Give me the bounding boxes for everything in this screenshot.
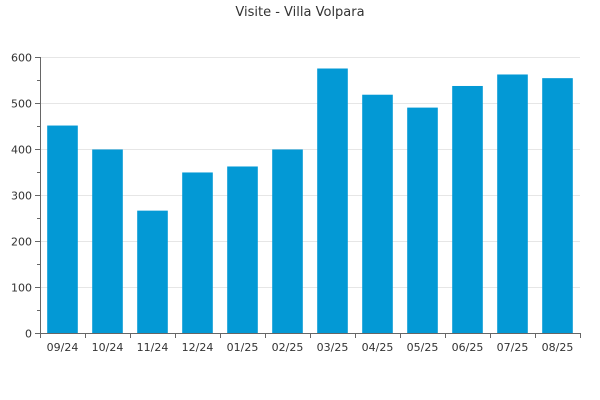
bar — [407, 107, 438, 333]
bar — [362, 94, 393, 333]
y-tick-label: 500 — [11, 98, 32, 111]
bar — [182, 172, 213, 333]
bar — [47, 125, 78, 333]
axes-layer — [35, 57, 581, 338]
bar — [137, 210, 168, 333]
bar — [497, 74, 528, 333]
x-tick-label: 08/25 — [542, 341, 574, 354]
x-tick-label: 05/25 — [407, 341, 439, 354]
x-tick-label: 01/25 — [227, 341, 259, 354]
grid-layer — [40, 57, 580, 288]
x-tick-label: 09/24 — [47, 341, 79, 354]
x-tick-label: 02/25 — [272, 341, 304, 354]
x-tick-label: 06/25 — [452, 341, 484, 354]
y-tick-label: 300 — [11, 190, 32, 203]
y-tick-label: 200 — [11, 236, 32, 249]
bar — [317, 68, 348, 333]
bars-layer — [47, 68, 573, 333]
y-tick-label: 400 — [11, 144, 32, 157]
labels-layer: 0 100 200 300 400 500 600 09/24 10/24 11/24 12/24 0… — [11, 52, 573, 355]
bar — [452, 85, 483, 333]
x-tick-label: 03/25 — [317, 341, 349, 354]
x-tick-label: 07/25 — [497, 341, 529, 354]
x-tick-label: 10/24 — [92, 341, 124, 354]
y-tick-label: 0 — [25, 328, 32, 341]
x-tick-label: 04/25 — [362, 341, 394, 354]
chart-title: Visite - Villa Volpara — [235, 5, 364, 20]
y-tick-label: 100 — [11, 282, 32, 295]
x-tick-label: 12/24 — [182, 341, 214, 354]
x-tick-label: 11/24 — [137, 341, 169, 354]
bar — [92, 149, 123, 333]
y-tick-label: 600 — [11, 52, 32, 65]
bar — [227, 166, 258, 333]
bar — [272, 149, 303, 333]
bar — [542, 78, 573, 333]
